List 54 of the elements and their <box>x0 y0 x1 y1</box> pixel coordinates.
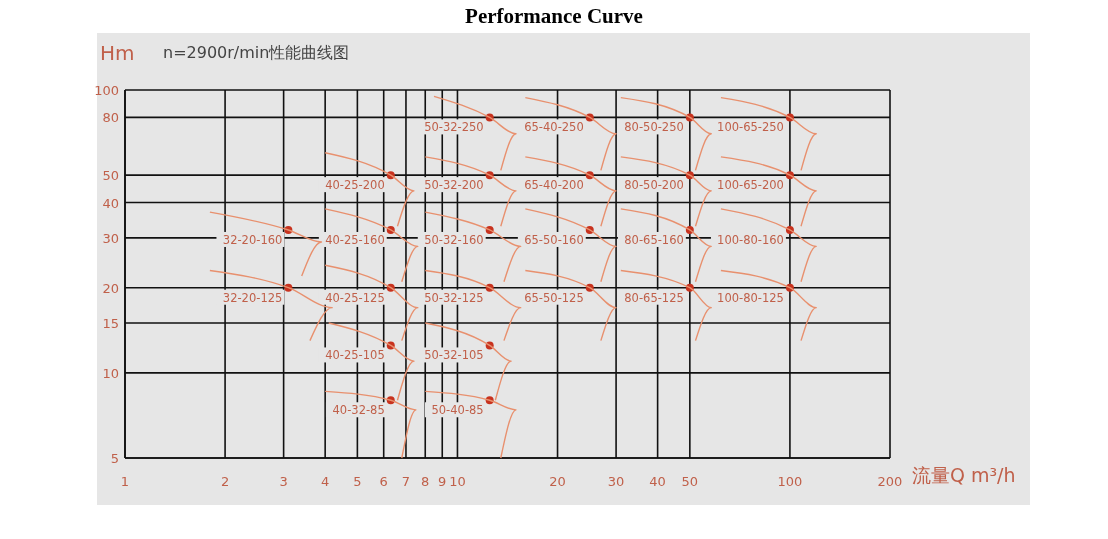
chart-title: Performance Curve <box>465 4 643 28</box>
annotation: 40-25-125 <box>325 290 385 305</box>
x-tick-label: 200 <box>877 474 903 489</box>
annotation: 40-32-85 <box>332 403 385 418</box>
annotation: 40-25-105 <box>325 348 385 363</box>
annotation: 50-32-200 <box>424 178 484 193</box>
annotation: 50-32-105 <box>424 348 484 363</box>
annotation: 100-65-200 <box>717 178 784 193</box>
annotation: 50-32-125 <box>424 290 484 305</box>
x-tick-label: 6 <box>379 474 388 489</box>
x-tick-label: 30 <box>607 474 625 489</box>
annotation: 65-40-200 <box>524 178 584 193</box>
x-tick-label: 7 <box>401 474 411 489</box>
x-tick-label: 40 <box>649 474 666 489</box>
annotation: 80-65-125 <box>624 290 684 305</box>
annotation: 32-20-125 <box>222 290 283 305</box>
annotation: 100-80-160 <box>717 232 784 247</box>
x-tick-label: 8 <box>421 474 430 489</box>
x-tick-label: 4 <box>321 474 330 489</box>
x-tick-label: 100 <box>777 474 803 489</box>
annotation: 50-32-160 <box>424 232 484 247</box>
x-axis-title: 流量Q m³/h <box>912 464 1016 486</box>
annotation: 100-65-250 <box>717 120 784 135</box>
x-tick-label: 1 <box>120 474 130 489</box>
x-tick-label: 20 <box>549 474 566 489</box>
x-tick-label: 10 <box>449 474 466 489</box>
x-tick-label: 9 <box>438 474 447 489</box>
y-axis-title: Hm <box>100 41 135 65</box>
annotation: 65-40-250 <box>524 120 584 135</box>
annotation: 65-50-125 <box>524 290 584 305</box>
y-tick-label: 5 <box>110 451 119 466</box>
annotation: 50-32-250 <box>424 120 484 135</box>
annotation: 40-25-200 <box>325 178 385 193</box>
annotation: 65-50-160 <box>524 232 584 247</box>
annotation: 32-20-160 <box>222 232 283 247</box>
y-tick-label: 40 <box>102 195 119 211</box>
y-tick-label: 15 <box>102 316 119 332</box>
y-tick-label: 20 <box>102 280 119 296</box>
y-tick-label: 80 <box>102 110 119 126</box>
annotation: 80-50-250 <box>624 120 684 135</box>
annotation: 100-80-125 <box>717 290 784 305</box>
x-tick-label: 3 <box>279 474 288 489</box>
annotation: 80-50-200 <box>624 178 684 193</box>
x-tick-label: 50 <box>681 474 699 489</box>
annotation: 40-25-160 <box>325 232 385 247</box>
y-tick-label: 100 <box>94 83 119 98</box>
annotation: 50-40-85 <box>431 403 484 418</box>
y-tick-label: 30 <box>102 230 119 246</box>
y-tick-label: 50 <box>102 168 119 184</box>
y-tick-label: 10 <box>102 365 119 381</box>
chart-subtitle: n=2900r/min性能曲线图 <box>163 43 350 62</box>
x-tick-label: 2 <box>220 474 230 489</box>
annotation: 80-65-160 <box>624 232 684 247</box>
x-tick-label: 5 <box>353 474 362 489</box>
